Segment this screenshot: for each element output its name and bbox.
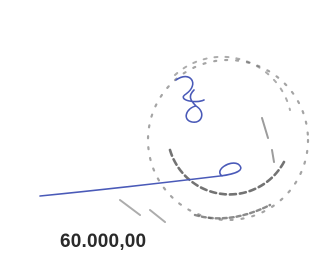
page: html, body { margin: 0; padding: 0; back…: [0, 0, 320, 262]
document: {"amount": "60.000,00"} 60.000,00 (() =>…: [0, 0, 312, 262]
signature: [40, 77, 241, 196]
stamp: [120, 57, 308, 222]
stamp-and-signature: [0, 0, 312, 262]
stamp-bottom-text: [195, 205, 270, 218]
stamp-marks: [262, 118, 274, 162]
stamp-inner-arc: [170, 150, 285, 194]
signature-initials: [176, 77, 204, 123]
stamp-marks: [120, 200, 165, 222]
stamp-outer-ring: [148, 60, 308, 220]
amount: 60.000,00: [60, 231, 146, 253]
